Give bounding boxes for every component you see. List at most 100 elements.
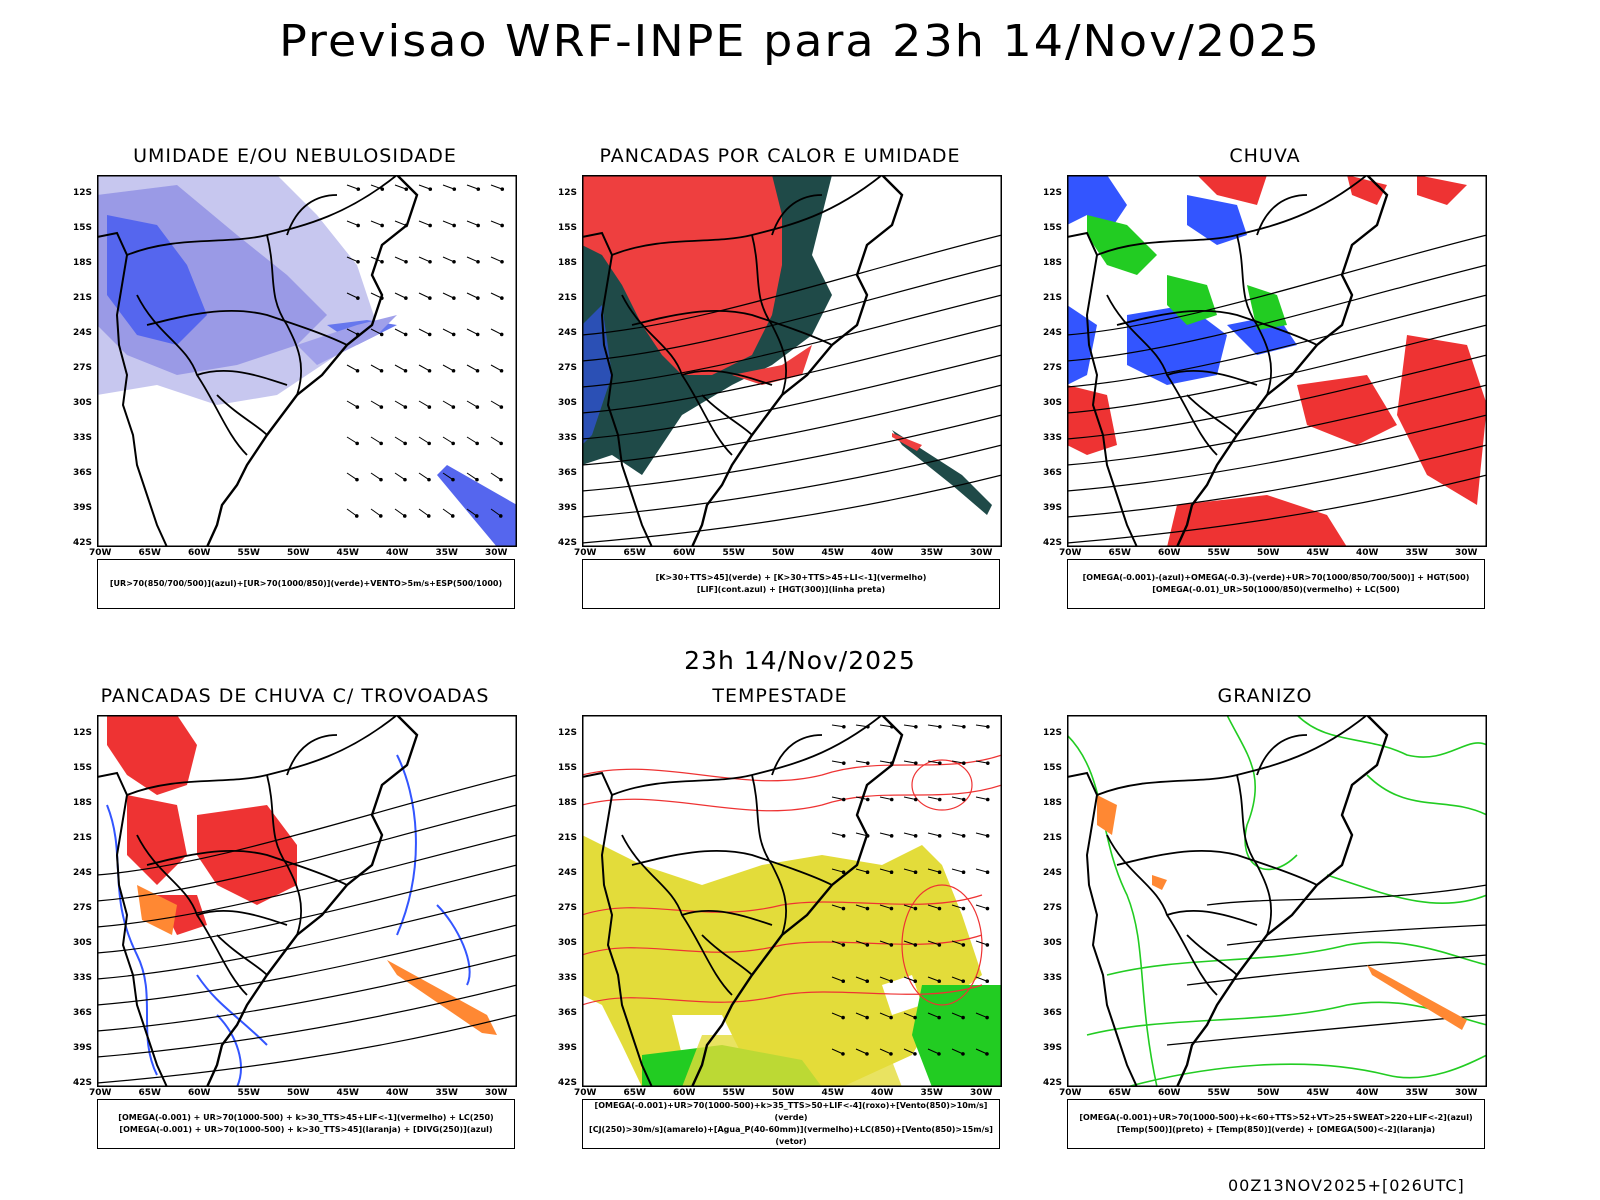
lat-tick-label: 27S <box>558 903 578 913</box>
legend-line: [OMEGA(-0.001)-(azul)+OMEGA(-0.3)-(verde… <box>1082 573 1470 582</box>
legend-line: [CJ(250)>30m/s](amarelo)+[Agua_P(40-60mm… <box>589 1125 993 1146</box>
forecast-map: 12S 15S 18S 21S 24S 27S 30S 33S 36S 39S 42S 70W 65W 6… <box>558 175 1002 558</box>
lon-tick-label: 30W <box>970 1088 993 1098</box>
lon-tick-label: 45W <box>1306 1088 1329 1098</box>
lon-tick-label: 65W <box>1108 548 1131 558</box>
legend-line: [LIF](cont.azul) + [HGT(300)](linha pret… <box>696 585 886 594</box>
lat-tick-label: 27S <box>1043 363 1063 373</box>
panel-title: PANCADAS DE CHUVA C/ TROVOADAS <box>100 685 490 707</box>
lon-tick-label: 50W <box>1257 548 1280 558</box>
lon-tick-label: 70W <box>89 1088 112 1098</box>
lat-tick-label: 15S <box>558 763 578 773</box>
lon-tick-label: 35W <box>435 548 458 558</box>
lat-tick-label: 18S <box>1043 798 1063 808</box>
lon-tick-label: 70W <box>574 548 597 558</box>
lon-tick-label: 50W <box>287 548 310 558</box>
lon-tick-label: 50W <box>287 1088 310 1098</box>
panel-title: PANCADAS POR CALOR E UMIDADE <box>599 145 961 167</box>
lat-tick-label: 15S <box>1043 223 1063 233</box>
panel-legend: [K>30+TTS>45](verde) + [K>30+TTS>45+LI<-… <box>582 559 1000 609</box>
lon-tick-label: 40W <box>871 548 894 558</box>
lat-tick-label: 30S <box>73 938 93 948</box>
panel-chuva: CHUVA <box>1043 145 1487 655</box>
lat-tick-label: 24S <box>73 328 93 338</box>
lat-tick-label: 12S <box>1043 728 1063 738</box>
panel-legend: [OMEGA(-0.001)+UR>70(1000-500)+k<60+TTS>… <box>1067 1099 1485 1149</box>
lat-tick-label: 18S <box>558 798 578 808</box>
legend-line: [K>30+TTS>45](verde) + [K>30+TTS>45+LI<-… <box>655 573 927 582</box>
lat-tick-label: 33S <box>1043 973 1063 983</box>
lat-tick-label: 42S <box>1043 1078 1063 1088</box>
panel-pancadas-calor: PANCADAS POR CALOR E UMIDADE 12S 15S 18S 21… <box>558 145 1002 655</box>
lat-tick-label: 15S <box>558 223 578 233</box>
lon-tick-label: 60W <box>188 1088 211 1098</box>
lat-tick-label: 36S <box>73 1008 93 1018</box>
lon-tick-label: 60W <box>1158 548 1181 558</box>
lon-tick-label: 60W <box>1158 1088 1181 1098</box>
page-title: Previsao WRF-INPE para 23h 14/Nov/2025 <box>279 15 1321 67</box>
lon-tick-label: 40W <box>386 548 409 558</box>
lon-tick-label: 45W <box>821 1088 844 1098</box>
legend-line: [OMEGA(-0.01)_UR>50(1000/850)(vermelho) … <box>1152 585 1400 594</box>
legend-line: [OMEGA(-0.001)+UR>70(1000-500)+k<60+TTS>… <box>1079 1113 1473 1122</box>
lon-tick-label: 70W <box>574 1088 597 1098</box>
panel-title: CHUVA <box>1229 145 1301 167</box>
lon-tick-label: 40W <box>1356 1088 1379 1098</box>
lat-tick-label: 18S <box>1043 258 1063 268</box>
lat-tick-label: 39S <box>558 503 578 513</box>
lon-tick-label: 30W <box>1455 548 1478 558</box>
lat-tick-label: 33S <box>73 433 93 443</box>
lon-tick-label: 65W <box>623 1088 646 1098</box>
valid-time-title: 23h 14/Nov/2025 <box>684 646 916 675</box>
lon-tick-label: 30W <box>1455 1088 1478 1098</box>
lon-tick-label: 45W <box>1306 548 1329 558</box>
forecast-map: 12S 15S 18S 21S 24S 27S 30S 33S 36S 39S 42S 70W 65W 6… <box>1043 175 1487 558</box>
lon-tick-label: 60W <box>673 548 696 558</box>
lon-tick-label: 65W <box>623 548 646 558</box>
lat-tick-label: 30S <box>73 398 93 408</box>
lat-tick-label: 33S <box>1043 433 1063 443</box>
lat-tick-label: 42S <box>558 538 578 548</box>
lat-tick-label: 24S <box>558 328 578 338</box>
lat-tick-label: 27S <box>1043 903 1063 913</box>
lon-tick-label: 65W <box>1108 1088 1131 1098</box>
lat-tick-label: 39S <box>1043 1043 1063 1053</box>
lon-tick-label: 40W <box>386 1088 409 1098</box>
panel-tempestade: TEMPESTADE 12S 15S 18S 21S 24S 27S 30S 33S 36S 39… <box>558 685 1002 1195</box>
lat-tick-label: 36S <box>558 1008 578 1018</box>
lat-tick-label: 12S <box>558 728 578 738</box>
lat-tick-label: 36S <box>1043 1008 1063 1018</box>
lat-tick-label: 24S <box>1043 328 1063 338</box>
panel-legend: [UR>70(850/700/500)](azul)+[UR>70(1000/8… <box>97 559 515 609</box>
legend-line: [UR>70(850/700/500)](azul)+[UR>70(1000/8… <box>109 579 503 588</box>
lon-tick-label: 45W <box>336 548 359 558</box>
lat-tick-label: 36S <box>1043 468 1063 478</box>
lat-tick-label: 30S <box>1043 938 1063 948</box>
lat-tick-label: 21S <box>1043 833 1063 843</box>
lon-tick-label: 55W <box>237 548 260 558</box>
legend-line: [OMEGA(-0.001) + UR>70(1000-500) + k>30_… <box>119 1125 493 1134</box>
lon-tick-label: 60W <box>188 548 211 558</box>
lon-tick-label: 70W <box>1059 1088 1082 1098</box>
lon-tick-label: 40W <box>1356 548 1379 558</box>
lat-tick-label: 42S <box>73 538 93 548</box>
panel-legend: [OMEGA(-0.001) + UR>70(1000-500) + k>30_… <box>97 1099 515 1149</box>
lon-tick-label: 50W <box>772 1088 795 1098</box>
lat-tick-label: 21S <box>558 833 578 843</box>
lat-tick-label: 27S <box>558 363 578 373</box>
panel-title: TEMPESTADE <box>712 685 848 707</box>
lat-tick-label: 21S <box>1043 293 1063 303</box>
panel-trovoadas: PANCADAS DE CHUVA C/ TROVOADAS 12S 15S <box>73 685 517 1195</box>
lat-tick-label: 39S <box>1043 503 1063 513</box>
lat-tick-label: 21S <box>73 833 93 843</box>
model-run-stamp: 00Z13NOV2025+[026UTC] <box>1228 1176 1465 1195</box>
forecast-map: 12S 15S 18S 21S 24S 27S 30S 33S 36S 39S 42S 70W 65W 6… <box>73 175 517 558</box>
lat-tick-label: 39S <box>558 1043 578 1053</box>
lat-tick-label: 27S <box>73 903 93 913</box>
forecast-map: 12S 15S 18S 21S 24S 27S 30S 33S 36S 39S 42S 70W 65W 6… <box>558 715 1002 1098</box>
legend-line: [Temp(500)](preto) + [Temp(850)](verde) … <box>1116 1125 1436 1134</box>
lon-tick-label: 35W <box>435 1088 458 1098</box>
lon-tick-label: 40W <box>871 1088 894 1098</box>
panel-legend: [OMEGA(-0.001)+UR>70(1000-500)+k>35_TTS>… <box>582 1099 1000 1149</box>
lon-tick-label: 45W <box>821 548 844 558</box>
